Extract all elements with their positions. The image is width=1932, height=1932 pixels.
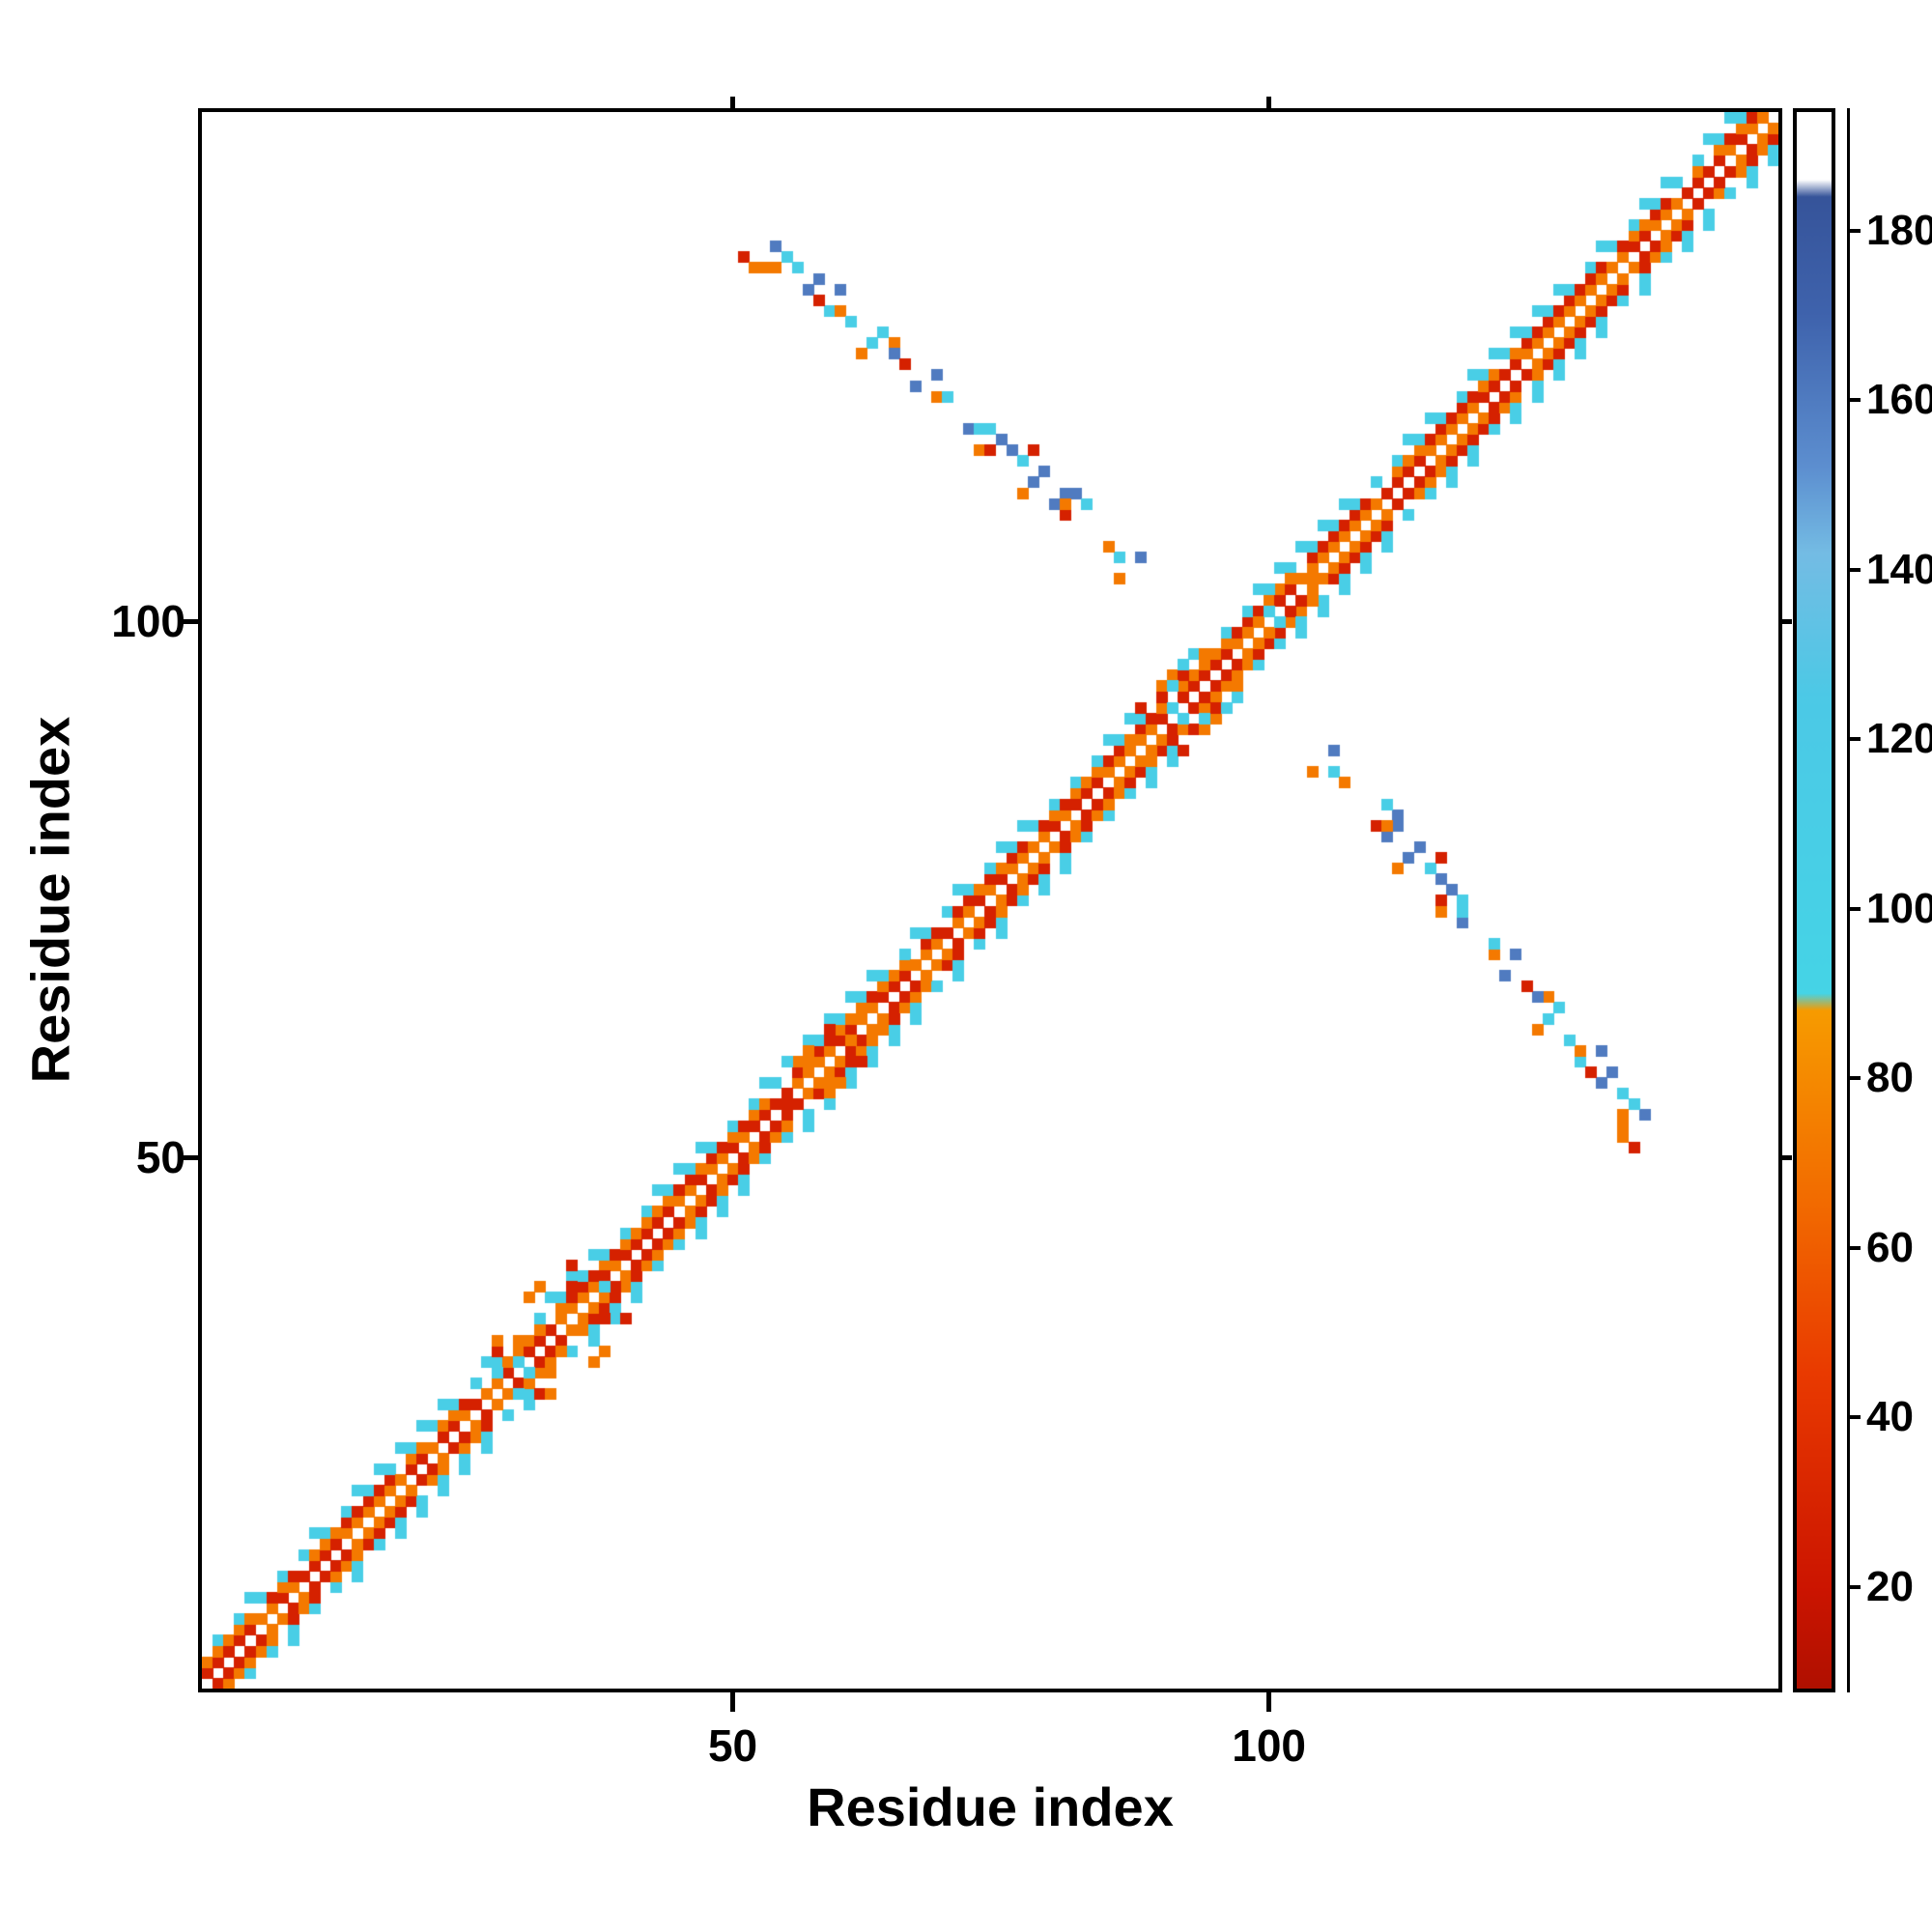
colorbar-tick — [1847, 1584, 1861, 1589]
y-tick — [179, 618, 198, 624]
colorbar-gradient — [1797, 112, 1832, 1689]
colorbar-tick-label: 40 — [1866, 1393, 1914, 1441]
x-tick — [730, 1692, 736, 1712]
y-tick-right — [1782, 618, 1792, 624]
y-tick-right — [1782, 1154, 1792, 1160]
colorbar-tick-label: 60 — [1866, 1223, 1914, 1271]
colorbar-tick-label: 140 — [1866, 545, 1932, 593]
colorbar-tick-label: 180 — [1866, 206, 1932, 254]
x-tick-top — [730, 97, 736, 108]
colorbar-tick-label: 20 — [1866, 1562, 1914, 1610]
contact-map-heatmap — [202, 112, 1778, 1689]
colorbar-tick — [1847, 228, 1861, 233]
colorbar-tick-label: 80 — [1866, 1054, 1914, 1102]
y-tick-label: 100 — [111, 596, 185, 647]
colorbar-tick — [1847, 1076, 1861, 1081]
colorbar-spine — [1847, 108, 1850, 1692]
colorbar-tick — [1847, 737, 1861, 742]
colorbar-tick — [1847, 1415, 1861, 1420]
x-tick-top — [1266, 97, 1272, 108]
x-tick-label: 50 — [707, 1720, 758, 1771]
colorbar-tick — [1847, 567, 1861, 572]
x-tick — [1266, 1692, 1272, 1712]
colorbar-tick — [1847, 1245, 1861, 1250]
y-axis-title: Residue index — [19, 716, 81, 1084]
colorbar-tick — [1847, 906, 1861, 911]
y-tick-label: 50 — [135, 1132, 185, 1183]
x-tick-label: 100 — [1232, 1720, 1307, 1771]
colorbar-tick — [1847, 398, 1861, 403]
x-axis-title: Residue index — [807, 1776, 1174, 1837]
colorbar-tick-label: 120 — [1866, 715, 1932, 763]
colorbar — [1793, 108, 1835, 1692]
plot-area — [198, 108, 1782, 1692]
colorbar-tick-label: 100 — [1866, 884, 1932, 932]
y-tick — [179, 1154, 198, 1160]
colorbar-tick-label: 160 — [1866, 376, 1932, 424]
